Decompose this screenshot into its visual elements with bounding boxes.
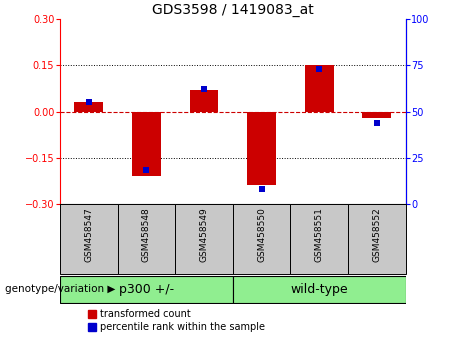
Bar: [132, 112, 161, 176]
Bar: [189, 90, 219, 112]
Bar: [247, 112, 276, 185]
Bar: [290, 204, 348, 274]
Title: GDS3598 / 1419083_at: GDS3598 / 1419083_at: [152, 3, 313, 17]
Text: GSM458550: GSM458550: [257, 207, 266, 262]
Bar: [348, 204, 406, 274]
Bar: [233, 276, 406, 303]
Bar: [233, 204, 290, 274]
Bar: [305, 65, 334, 112]
Text: GSM458551: GSM458551: [315, 207, 324, 262]
Bar: [175, 204, 233, 274]
Bar: [362, 112, 391, 118]
Text: GSM458548: GSM458548: [142, 207, 151, 262]
Bar: [60, 276, 233, 303]
Legend: transformed count, percentile rank within the sample: transformed count, percentile rank withi…: [88, 309, 266, 332]
Bar: [60, 204, 118, 274]
Text: GSM458547: GSM458547: [84, 207, 93, 262]
Text: GSM458552: GSM458552: [372, 207, 381, 262]
Text: p300 +/-: p300 +/-: [119, 283, 174, 296]
Bar: [118, 204, 175, 274]
Text: genotype/variation ▶: genotype/variation ▶: [5, 284, 115, 295]
Text: wild-type: wild-type: [290, 283, 348, 296]
Text: GSM458549: GSM458549: [200, 207, 208, 262]
Bar: [74, 102, 103, 112]
